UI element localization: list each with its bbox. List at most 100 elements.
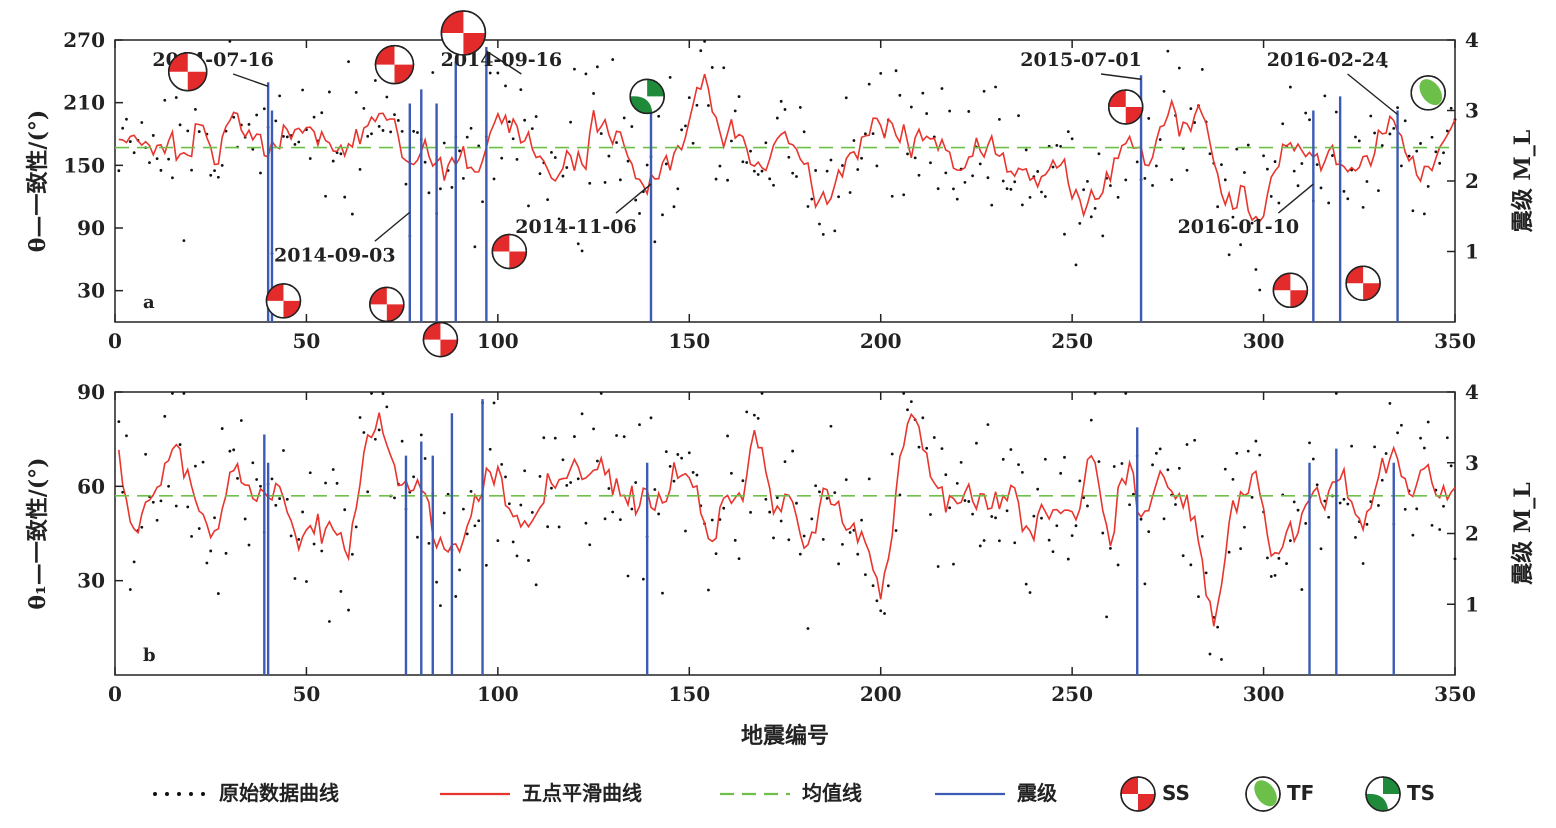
raw-data-point <box>220 427 224 430</box>
raw-data-point <box>125 434 128 438</box>
raw-data-point <box>515 554 519 558</box>
raw-data-point <box>1243 171 1246 174</box>
raw-data-point <box>814 169 818 172</box>
raw-data-point <box>806 627 810 630</box>
raw-data-point <box>622 435 626 439</box>
raw-data-point <box>680 128 684 132</box>
raw-data-point <box>462 507 465 511</box>
raw-data-point <box>607 154 611 158</box>
raw-data-point <box>1327 201 1331 205</box>
raw-data-point <box>159 168 163 172</box>
focal-mechanisms <box>167 10 1446 358</box>
raw-data-point <box>596 65 599 69</box>
raw-data-point <box>331 468 335 471</box>
raw-data-point <box>576 477 580 481</box>
legend-beachball-TF <box>1245 776 1281 812</box>
raw-data-point <box>641 577 645 581</box>
raw-data-point <box>151 134 155 137</box>
raw-data-point <box>1311 457 1315 461</box>
raw-data-point <box>347 608 350 612</box>
raw-data-point <box>473 524 477 528</box>
raw-data-point <box>557 217 561 221</box>
legend-item: SS <box>1120 776 1190 812</box>
raw-data-point <box>1204 571 1208 575</box>
raw-data-point <box>657 114 661 118</box>
event-date-label: 2014-11-06 <box>515 216 637 238</box>
raw-data-point <box>496 71 500 75</box>
raw-data-point <box>917 445 921 449</box>
raw-data-point <box>282 134 285 138</box>
annotation-arrow <box>1100 73 1142 80</box>
raw-data-point <box>1411 209 1415 213</box>
legend-item: TS <box>1365 776 1435 812</box>
raw-data-point <box>791 449 795 453</box>
raw-data-point <box>282 449 285 452</box>
raw-data-point <box>328 90 331 94</box>
raw-data-point <box>599 392 603 395</box>
raw-data-point <box>730 139 733 143</box>
raw-data-point <box>929 161 932 165</box>
raw-data-point <box>864 132 867 136</box>
raw-data-point <box>1097 460 1101 464</box>
raw-data-point <box>190 534 193 538</box>
legend-item: TF <box>1245 776 1314 812</box>
y-tick-label-left: 90 <box>77 216 105 240</box>
raw-data-point <box>967 500 971 503</box>
raw-data-point <box>1266 556 1269 560</box>
raw-data-point <box>270 477 274 481</box>
raw-data-point <box>741 160 745 164</box>
raw-data-point <box>155 157 159 161</box>
raw-data-point <box>596 459 599 463</box>
raw-data-point <box>224 551 228 555</box>
raw-data-point <box>190 168 193 172</box>
raw-data-point <box>565 483 569 487</box>
raw-data-point <box>837 562 840 566</box>
raw-data-point <box>722 66 726 70</box>
raw-data-point <box>1189 563 1193 567</box>
raw-data-point <box>929 513 932 516</box>
raw-data-point <box>381 129 385 132</box>
y-tick-label-right: 4 <box>1465 28 1479 52</box>
annotation-arrow <box>1347 73 1399 116</box>
raw-data-point <box>1162 517 1166 521</box>
raw-data-point <box>389 130 393 134</box>
raw-data-point <box>653 240 657 244</box>
raw-data-point <box>228 40 232 43</box>
raw-data-point <box>990 203 994 207</box>
raw-data-point <box>1373 445 1376 449</box>
raw-data-point <box>982 89 986 93</box>
raw-data-point <box>1193 438 1197 442</box>
event-date-label: 2014-09-16 <box>441 49 563 71</box>
raw-data-point <box>569 120 572 124</box>
x-tick-label: 300 <box>1243 329 1285 353</box>
raw-data-point <box>668 75 672 79</box>
raw-data-point <box>814 484 818 488</box>
raw-data-point <box>427 542 431 545</box>
raw-data-point <box>320 111 324 115</box>
raw-data-point <box>668 464 672 468</box>
raw-data-point <box>952 187 955 191</box>
raw-data-point <box>228 449 232 453</box>
raw-data-point <box>553 156 557 159</box>
raw-data-point <box>879 609 883 613</box>
raw-data-point <box>1377 504 1380 507</box>
raw-data-point <box>611 510 615 514</box>
raw-data-point <box>1089 418 1093 422</box>
raw-data-point <box>1220 658 1223 661</box>
raw-data-point <box>462 176 465 180</box>
y-tick-label-right: 3 <box>1465 99 1479 123</box>
raw-data-point <box>710 66 714 69</box>
raw-data-point <box>454 595 458 598</box>
raw-data-point <box>1396 106 1399 110</box>
raw-data-point <box>400 439 404 443</box>
raw-data-point <box>615 141 618 144</box>
raw-data-point <box>1097 152 1101 156</box>
x-tick-label: 250 <box>1051 329 1093 353</box>
raw-data-point <box>837 195 840 199</box>
y-tick-label-right: 2 <box>1465 522 1479 546</box>
raw-data-point <box>661 213 664 217</box>
raw-data-point <box>427 191 431 195</box>
raw-data-point <box>117 169 121 173</box>
raw-data-point <box>450 185 454 189</box>
raw-data-point <box>1093 392 1097 395</box>
